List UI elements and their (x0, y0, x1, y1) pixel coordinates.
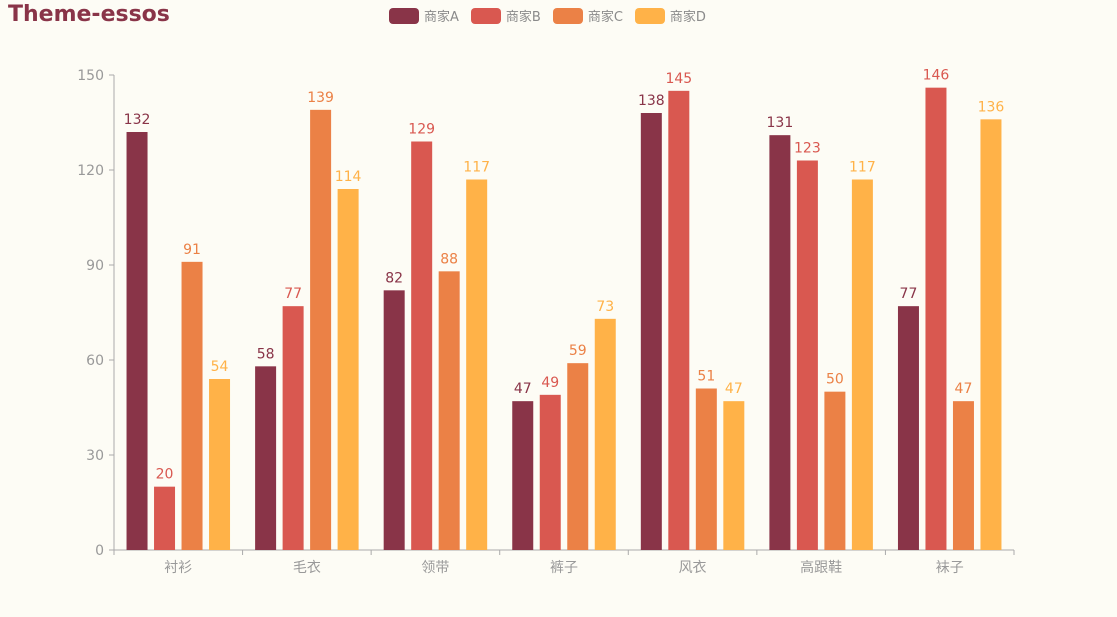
data-label: 139 (307, 90, 334, 106)
data-label: 54 (211, 359, 229, 375)
bar (668, 90, 690, 550)
bar (255, 366, 277, 550)
data-label: 58 (257, 346, 275, 362)
bar (952, 401, 974, 550)
data-label: 47 (725, 381, 743, 397)
x-category-label: 领带 (421, 560, 449, 576)
legend-swatch-icon (634, 7, 665, 24)
data-label: 114 (335, 169, 362, 185)
bar (925, 87, 947, 551)
bar (383, 290, 405, 550)
bar (181, 261, 203, 550)
data-label: 77 (284, 286, 302, 302)
bar (438, 271, 460, 550)
bar (466, 179, 488, 550)
bar (640, 113, 662, 550)
bar (126, 132, 148, 550)
legend-label: 商家B (505, 10, 541, 25)
bar (824, 391, 846, 550)
legend-label: 商家C (587, 10, 623, 25)
y-tick-label: 120 (77, 163, 104, 179)
bar (897, 306, 919, 550)
legend-item-series-a[interactable]: 商家A (389, 6, 459, 25)
data-label: 20 (156, 467, 174, 483)
y-tick-label: 0 (95, 543, 104, 559)
x-category-label: 高跟鞋 (800, 559, 842, 576)
data-label: 49 (541, 375, 559, 391)
x-category-label: 风衣 (679, 560, 707, 576)
bar (337, 189, 359, 550)
y-tick-label: 30 (86, 448, 104, 464)
y-tick-label: 90 (86, 258, 104, 274)
data-label: 77 (900, 286, 918, 302)
data-label: 82 (385, 270, 403, 286)
legend-label: 商家A (424, 10, 459, 25)
y-tick-label: 60 (86, 353, 104, 369)
data-label: 136 (978, 99, 1005, 115)
legend-label: 商家D (669, 10, 706, 25)
data-label: 51 (697, 369, 715, 385)
data-label: 138 (638, 93, 665, 109)
data-label: 146 (923, 68, 950, 84)
data-label: 47 (514, 381, 532, 397)
legend-swatch-icon (470, 7, 501, 24)
data-label: 131 (767, 115, 794, 131)
bar (796, 160, 818, 550)
data-label: 59 (569, 343, 587, 359)
bar (209, 379, 231, 550)
data-label: 129 (408, 122, 435, 138)
data-label: 73 (596, 299, 614, 315)
bar (851, 179, 873, 550)
bar (539, 394, 561, 550)
x-category-label: 袜子 (936, 560, 964, 576)
y-tick-label: 150 (77, 68, 104, 84)
bar (512, 401, 534, 550)
x-category-label: 裤子 (550, 560, 578, 576)
legend: 商家A 商家B 商家C 商家D (389, 6, 706, 25)
bar (695, 388, 717, 550)
legend-item-series-d[interactable]: 商家D (634, 6, 706, 25)
bar (980, 119, 1002, 550)
bar (594, 318, 616, 550)
data-label: 91 (183, 242, 201, 258)
bar (411, 141, 433, 550)
x-category-label: 衬衫 (164, 560, 192, 576)
legend-item-series-c[interactable]: 商家C (552, 6, 623, 25)
bar (769, 135, 791, 550)
data-label: 88 (440, 251, 458, 267)
data-label: 123 (794, 141, 821, 157)
data-label: 117 (849, 160, 876, 176)
data-label: 47 (955, 381, 973, 397)
data-label: 132 (124, 112, 151, 128)
legend-item-series-b[interactable]: 商家B (470, 6, 541, 25)
bar (282, 306, 304, 550)
legend-swatch-icon (389, 7, 419, 24)
bar (310, 109, 332, 550)
x-category-label: 毛衣 (293, 560, 321, 576)
chart-title: Theme-essos (8, 2, 170, 27)
bar (567, 363, 589, 550)
data-label: 50 (826, 372, 844, 388)
bar (154, 486, 176, 550)
legend-swatch-icon (552, 7, 583, 24)
bar (723, 401, 745, 550)
data-label: 117 (463, 160, 490, 176)
data-label: 145 (665, 71, 692, 87)
